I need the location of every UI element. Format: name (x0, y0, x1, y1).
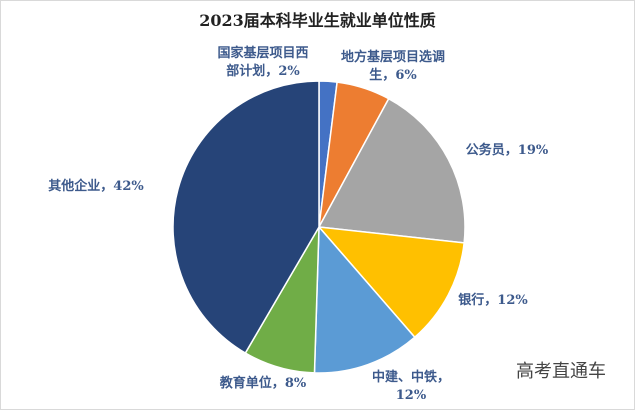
label-name: 公务员 (465, 143, 505, 158)
label-separator: ， (271, 376, 285, 391)
chart-title: 2023届本科毕业生就业单位性质 (199, 11, 436, 30)
slice-label: 银行，12% (443, 292, 543, 310)
value-label: 12% (497, 293, 528, 308)
slice-label: 国家基层项目西部计划，2% (213, 45, 313, 81)
value-label: 42% (113, 179, 144, 194)
pie-slice (313, 225, 416, 374)
value-label: 8% (284, 376, 307, 391)
value-label: 2% (278, 64, 300, 79)
slice-label: 地方基层项目选调生，6% (338, 49, 448, 85)
pie-slice (172, 80, 320, 355)
label-separator: ， (382, 68, 396, 83)
slice-label: 公务员，19% (447, 142, 567, 160)
label-separator: ， (504, 143, 518, 158)
label-separator: ， (100, 179, 114, 194)
label-separator: ， (437, 370, 451, 385)
label-name: 教育单位 (219, 376, 272, 391)
value-label: 12% (395, 388, 427, 403)
label-name: 银行 (458, 293, 485, 308)
watermark: 高考直通车 (516, 361, 606, 382)
slice-label: 其他企业，42% (26, 178, 166, 196)
label-name: 中建、中铁 (371, 370, 437, 385)
slice-label: 教育单位，8% (203, 375, 323, 393)
value-label: 19% (517, 143, 549, 158)
label-separator: ， (265, 64, 279, 79)
pie-slice (317, 97, 466, 244)
value-label: 6% (395, 68, 417, 83)
label-name: 其他企业 (48, 179, 101, 194)
label-name: 地方基层项目选调生 (340, 50, 445, 83)
label-name: 国家基层项目西部计划 (217, 46, 309, 79)
pie-slice (317, 226, 465, 339)
label-separator: ， (484, 293, 498, 308)
slice-label: 中建、中铁， 12% (366, 369, 456, 405)
